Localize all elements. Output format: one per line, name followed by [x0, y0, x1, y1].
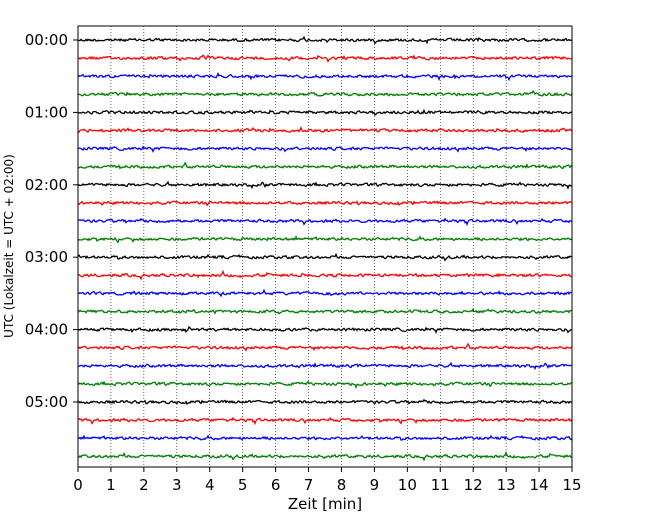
x-tick-label: 10 [398, 476, 417, 494]
x-tick-label: 15 [562, 476, 581, 494]
trace-row [77, 269, 573, 281]
traces [77, 35, 573, 462]
trace-row [77, 325, 573, 335]
x-tick-label: 5 [238, 476, 248, 494]
trace-row [77, 398, 573, 406]
grid-lines [110, 26, 540, 467]
trace-row [77, 54, 573, 63]
trace-row [77, 434, 573, 441]
y-tick-label: 01:00 [25, 103, 68, 121]
y-axis: 00:00 01:00 02:00 03:00 04:00 05:00 [25, 31, 78, 411]
trace-row [77, 200, 573, 207]
x-tick-label: 6 [271, 476, 281, 494]
x-tick-label: 0 [73, 476, 83, 494]
trace-row [77, 235, 573, 244]
y-tick-label: 04:00 [25, 321, 68, 339]
y-axis-label: UTC (Lokalzeit = UTC + 02:00) [2, 154, 16, 338]
trace-row [77, 288, 573, 298]
x-tick-label: 11 [431, 476, 450, 494]
trace-row [77, 450, 573, 462]
trace-row [77, 252, 573, 262]
plot-frame [77, 25, 573, 468]
trace-row [77, 342, 573, 352]
x-tick-label: 7 [304, 476, 314, 494]
y-tick-label: 00:00 [25, 31, 68, 49]
y-tick-label: 02:00 [25, 176, 68, 194]
x-tick-label: 12 [464, 476, 483, 494]
x-axis-label: Zeit [min] [288, 495, 362, 513]
trace-row [77, 307, 573, 315]
trace-row [77, 125, 573, 133]
trace-row [77, 416, 573, 426]
y-tick-label: 03:00 [25, 248, 68, 266]
x-tick-label: 4 [205, 476, 215, 494]
trace-row [77, 35, 573, 45]
trace-row [77, 380, 573, 389]
x-tick-label: 3 [172, 476, 182, 494]
trace-row [77, 108, 573, 117]
x-axis: 0 1 2 3 4 5 6 7 8 9 10 11 12 13 14 15 [73, 467, 582, 494]
x-tick-label: 1 [106, 476, 116, 494]
trace-row [77, 145, 573, 154]
x-tick-label: 8 [337, 476, 347, 494]
trace-row [77, 180, 573, 190]
trace-row [77, 161, 573, 170]
y-tick-label: 05:00 [25, 393, 68, 411]
x-tick-label: 14 [530, 476, 549, 494]
x-tick-label: 9 [370, 476, 380, 494]
trace-row [77, 89, 573, 97]
x-tick-label: 13 [497, 476, 516, 494]
x-tick-label: 2 [139, 476, 149, 494]
trace-row [77, 71, 573, 82]
trace-row [77, 361, 573, 371]
trace-row [77, 217, 573, 227]
